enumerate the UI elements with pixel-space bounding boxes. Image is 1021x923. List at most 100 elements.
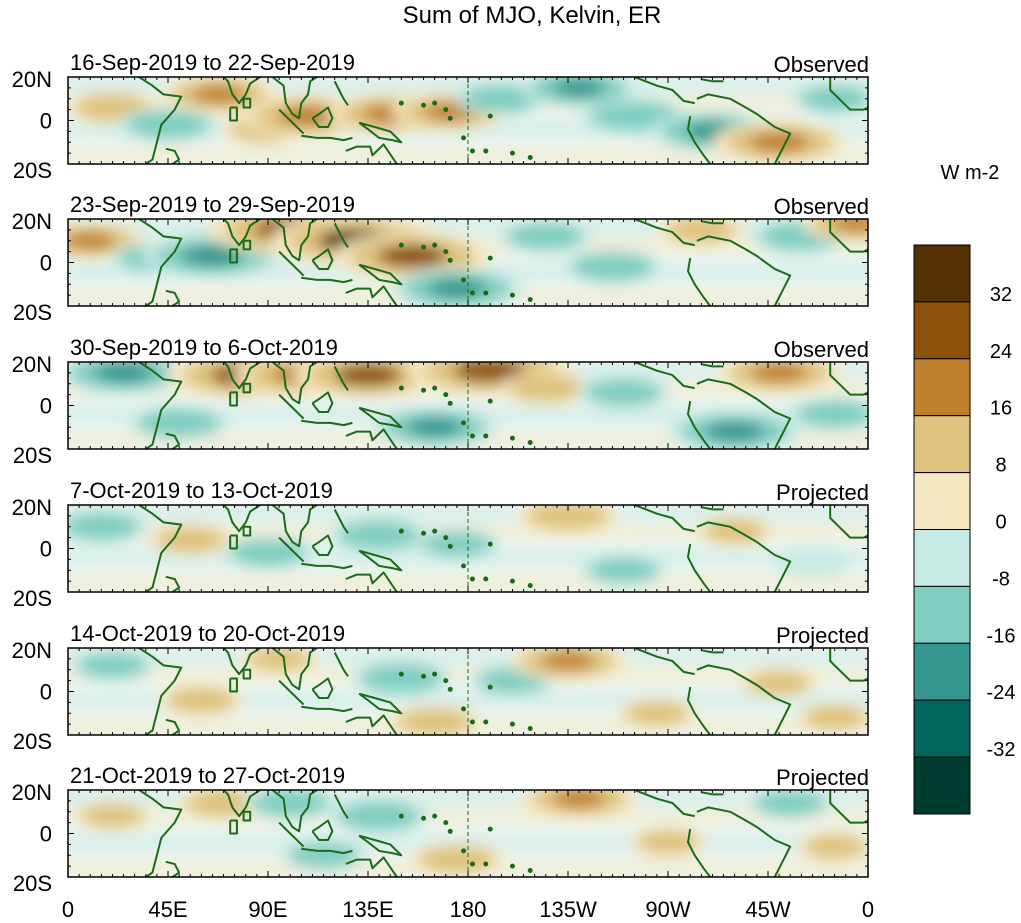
coastline — [165, 718, 181, 735]
y-tick-label: 20S — [13, 300, 52, 325]
colorbar-tick-label: -24 — [987, 682, 1016, 704]
island — [487, 113, 493, 119]
anomaly-core — [832, 219, 868, 233]
island — [447, 543, 453, 549]
anomaly-core — [262, 651, 297, 666]
colorbar-units: W m-2 — [941, 162, 1000, 184]
island — [461, 135, 467, 141]
panel-date-range: 7-Oct-2019 to 13-Oct-2019 — [70, 478, 333, 503]
island — [432, 385, 438, 391]
island — [398, 385, 404, 391]
coastline — [634, 790, 695, 818]
island — [509, 292, 515, 298]
island — [443, 107, 449, 113]
coastlines — [138, 648, 868, 735]
coastlines — [138, 505, 868, 592]
coastline — [358, 406, 403, 429]
anomaly-core — [610, 107, 659, 125]
coastline — [301, 276, 353, 284]
anomaly-core — [705, 421, 764, 442]
coastline — [271, 790, 318, 833]
x-tick-label: 90E — [248, 897, 287, 922]
coastline — [701, 506, 724, 511]
coastline — [138, 648, 183, 735]
coastline — [696, 93, 792, 164]
island — [443, 535, 449, 541]
panel-5: 20N 0 20S 14-Oct-2019 to 20-Oct-2019 Project… — [12, 621, 869, 754]
coastline — [165, 147, 181, 164]
island — [421, 530, 427, 536]
y-tick-label: 20N — [12, 209, 52, 234]
coastlines — [138, 77, 868, 164]
anomaly-core — [545, 507, 591, 525]
coastline — [301, 847, 353, 855]
colorbar-tick-label: 16 — [990, 398, 1012, 420]
coastline — [358, 834, 403, 857]
anomaly-core — [356, 527, 402, 544]
coastline — [278, 393, 305, 420]
coastline — [345, 714, 398, 735]
colorbar-bin — [913, 415, 971, 474]
panel-date-range: 21-Oct-2019 to 27-Oct-2019 — [70, 763, 345, 788]
x-tick-label: 0 — [862, 897, 874, 922]
island — [421, 102, 427, 108]
anomaly-core — [414, 714, 456, 730]
anomaly-core — [590, 258, 635, 276]
island — [432, 100, 438, 106]
anomaly-core — [682, 222, 721, 238]
anomaly-core — [182, 692, 221, 708]
island — [421, 387, 427, 393]
island — [447, 686, 453, 692]
coastline — [345, 428, 398, 449]
island — [421, 673, 427, 679]
island — [509, 578, 515, 584]
colorbar-tick-label: 24 — [990, 341, 1012, 363]
island — [398, 813, 404, 819]
y-tick-label: 20N — [12, 638, 52, 663]
island — [443, 392, 449, 398]
colorbar-bin — [913, 358, 971, 417]
island — [469, 148, 475, 154]
anomaly-core — [94, 362, 153, 383]
coastline — [358, 263, 403, 286]
island — [447, 400, 453, 406]
anomaly-core — [269, 795, 311, 811]
anomaly-core — [356, 807, 402, 825]
island — [483, 576, 489, 582]
y-tick-label: 0 — [40, 537, 52, 562]
x-tick-label: 45E — [148, 897, 187, 922]
y-tick-label: 20N — [12, 352, 52, 377]
coastline — [222, 790, 263, 818]
coastline — [138, 790, 183, 877]
panel-status: Projected — [776, 480, 869, 505]
coastline — [165, 575, 181, 592]
island — [398, 528, 404, 534]
coastline — [165, 860, 181, 877]
coastline — [333, 365, 349, 391]
coastline — [634, 77, 695, 105]
colorbar-bin — [913, 244, 971, 303]
coastline — [242, 525, 252, 537]
anomaly-core — [817, 710, 852, 725]
coastline — [242, 382, 252, 394]
island — [432, 813, 438, 819]
island — [443, 678, 449, 684]
coastline — [829, 77, 868, 111]
coastline — [333, 651, 349, 677]
island — [398, 671, 404, 677]
island — [527, 296, 533, 302]
chart-title: Sum of MJO, Kelvin, ER — [403, 2, 662, 29]
anomaly-core — [91, 99, 133, 116]
anomaly-core — [203, 795, 245, 811]
y-tick-label: 20S — [13, 586, 52, 611]
anomaly-core — [95, 809, 130, 824]
coastline — [138, 77, 183, 164]
y-tick-label: 20S — [13, 871, 52, 896]
y-tick-label: 20S — [13, 158, 52, 183]
anomaly-core — [145, 116, 191, 134]
coastline — [311, 534, 334, 556]
coastline — [333, 80, 349, 106]
panel-date-range: 30-Sep-2019 to 6-Oct-2019 — [70, 335, 338, 360]
anomaly-core — [377, 244, 447, 268]
x-tick-label: 135W — [539, 897, 597, 922]
